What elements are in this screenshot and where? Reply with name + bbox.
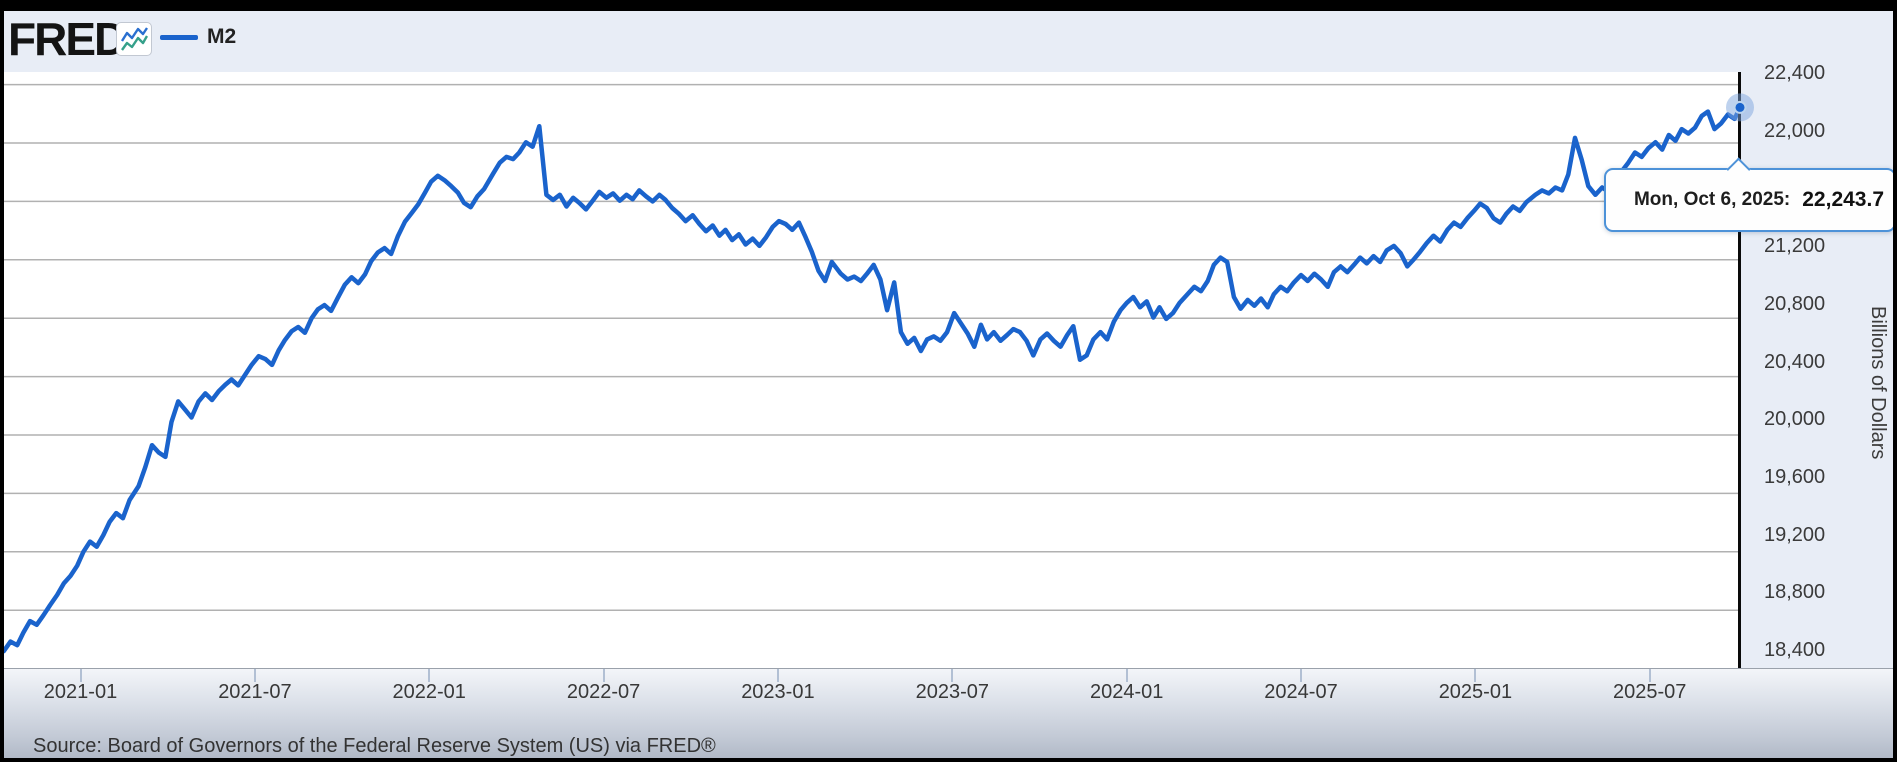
y-tick-label: 22,400 bbox=[1764, 62, 1826, 84]
x-tick-label: 2025-01 bbox=[1438, 681, 1513, 703]
hover-tooltip: Mon, Oct 6, 2025: 22,243.7 bbox=[1604, 157, 1893, 232]
series-line-swatch bbox=[160, 34, 198, 40]
y-tick-label: 20,800 bbox=[1764, 292, 1826, 315]
y-tick-label: 19,600 bbox=[1764, 465, 1826, 488]
fred-sparkline-icon bbox=[116, 22, 152, 56]
y-tick-label: 20,400 bbox=[1764, 350, 1826, 373]
legend-item-m2[interactable]: M2 bbox=[160, 25, 236, 49]
x-tick-mark bbox=[1648, 669, 1651, 682]
x-tick-label: 2024-07 bbox=[1264, 681, 1338, 703]
y-tick-label: 18,400 bbox=[1764, 639, 1826, 661]
x-tick-label: 2021-07 bbox=[218, 681, 292, 703]
y-tick-label: 22,000 bbox=[1764, 119, 1826, 142]
y-tick-label: 18,800 bbox=[1764, 581, 1826, 604]
x-tick-label: 2022-07 bbox=[566, 681, 641, 703]
tooltip-value: 22,243.7 bbox=[1802, 188, 1884, 211]
tooltip-date: Mon, Oct 6, 2025: bbox=[1633, 189, 1791, 210]
x-tick-mark bbox=[1300, 669, 1302, 682]
x-tick-mark bbox=[1125, 669, 1128, 682]
source-attribution: Source: Board of Governors of the Federa… bbox=[33, 735, 716, 757]
fred-logo-text: FRED bbox=[8, 13, 127, 65]
x-tick-label: 2025-07 bbox=[1612, 681, 1687, 703]
x-tick-label: 2023-01 bbox=[741, 681, 815, 703]
x-tick-mark bbox=[253, 669, 256, 682]
y-tick-label: 21,200 bbox=[1764, 235, 1826, 258]
chart-page: FRED ® M2 22,40022,00021,60021,20020,800… bbox=[4, 11, 1893, 758]
x-tick-mark bbox=[602, 669, 605, 682]
series-label: M2 bbox=[207, 25, 237, 48]
x-tick-label: 2024-01 bbox=[1089, 681, 1164, 703]
x-tick-mark bbox=[1474, 669, 1477, 682]
x-tick-mark bbox=[951, 669, 954, 682]
x-tick-mark bbox=[79, 669, 82, 682]
x-tick-mark bbox=[776, 669, 779, 682]
y-tick-label: 19,200 bbox=[1764, 523, 1826, 546]
x-tick-label: 2023-07 bbox=[915, 681, 989, 703]
x-axis-band: 2021-01 2021-07 2022-01 2022-07 2023-01 2023-… bbox=[4, 668, 1893, 758]
plot-area[interactable] bbox=[4, 72, 1754, 668]
m2-line-chart[interactable] bbox=[4, 72, 1754, 668]
x-tick-mark bbox=[428, 669, 431, 682]
y-axis-title: Billions of Dollars bbox=[1867, 306, 1889, 460]
y-tick-label: 20,000 bbox=[1764, 408, 1826, 431]
x-tick-label: 2022-01 bbox=[392, 681, 466, 703]
fred-logo[interactable]: FRED ® bbox=[8, 15, 134, 63]
x-tick-label: 2021-01 bbox=[43, 681, 118, 703]
